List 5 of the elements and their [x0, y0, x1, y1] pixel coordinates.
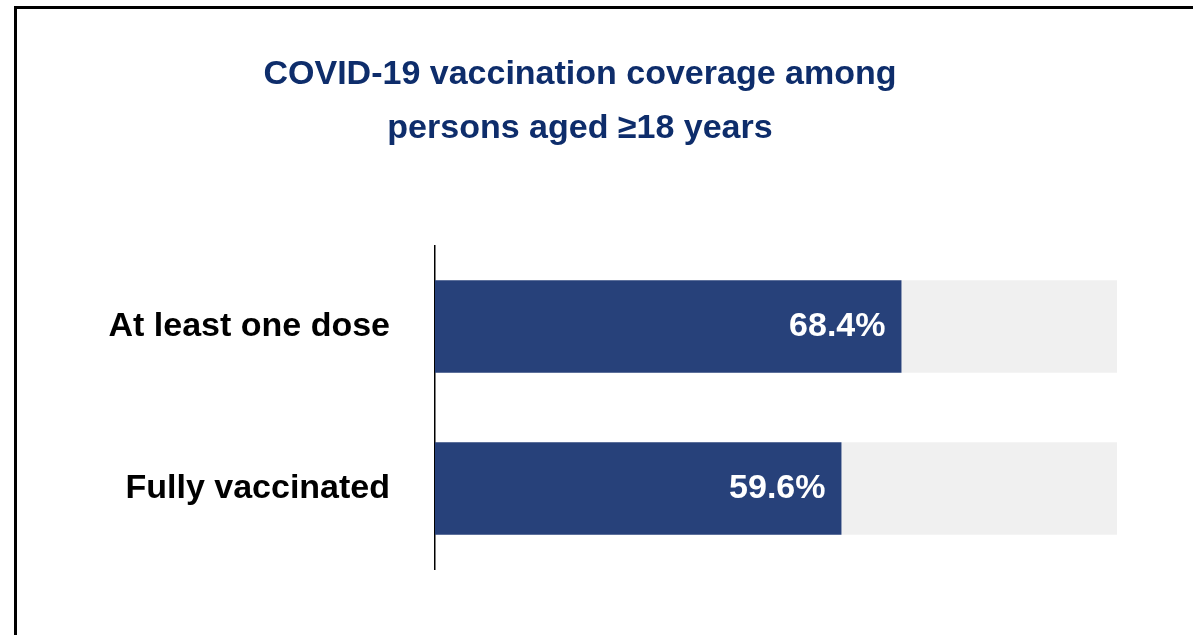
- chart-title: COVID-19 vaccination coverage among persons aged ≥18 years: [262, 52, 898, 147]
- data-label: 68.4%: [789, 304, 886, 343]
- y-tick-label: At least one dose: [108, 304, 390, 343]
- y-tick-label: Fully vaccinated: [125, 466, 390, 505]
- data-label: 59.6%: [729, 466, 826, 505]
